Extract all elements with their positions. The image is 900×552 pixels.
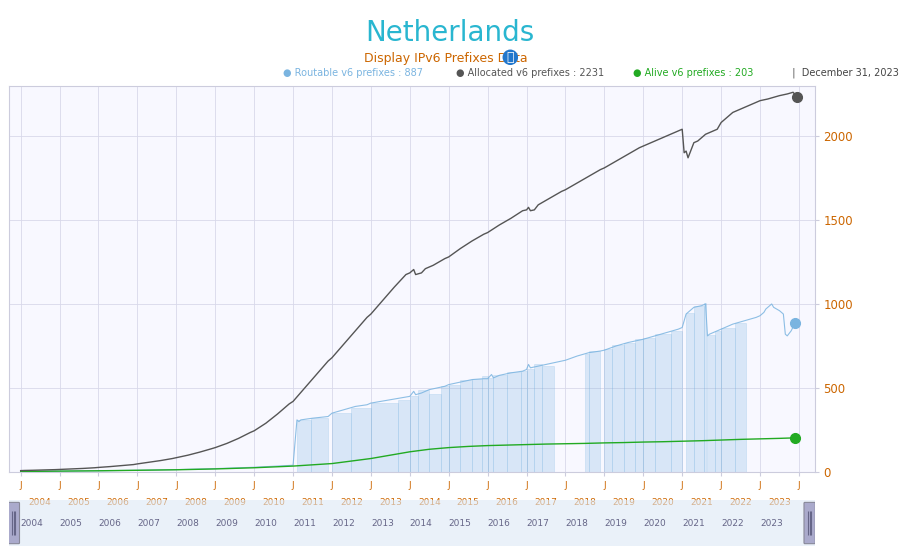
Text: 2019: 2019 [612, 498, 635, 507]
Bar [605, 349, 612, 472]
Text: 2008: 2008 [176, 518, 199, 528]
Bar [704, 303, 707, 472]
Bar [589, 351, 600, 472]
Text: 2015: 2015 [456, 498, 480, 507]
Bar [542, 366, 554, 472]
Bar [429, 394, 441, 472]
Text: 2015: 2015 [449, 518, 472, 528]
FancyBboxPatch shape [8, 502, 20, 544]
Bar [332, 413, 351, 472]
Text: 2019: 2019 [605, 518, 627, 528]
Text: |  December 31, 2023: | December 31, 2023 [787, 67, 899, 78]
Text: ● Allocated v6 prefixes : 2231: ● Allocated v6 prefixes : 2231 [456, 68, 604, 78]
Bar [644, 338, 655, 472]
Text: ⓘ: ⓘ [507, 51, 514, 64]
Text: 2016: 2016 [488, 518, 510, 528]
Bar [398, 400, 410, 472]
Text: 2021: 2021 [682, 518, 705, 528]
Bar [410, 396, 418, 472]
Text: 2016: 2016 [496, 498, 518, 507]
Text: 2018: 2018 [573, 498, 597, 507]
Bar [526, 369, 535, 472]
Bar [670, 331, 682, 472]
Text: 2020: 2020 [652, 498, 674, 507]
Bar [535, 364, 542, 472]
Text: 2023: 2023 [768, 498, 791, 507]
Bar [482, 376, 488, 472]
Bar [734, 323, 746, 472]
Bar [612, 345, 624, 472]
Bar [488, 378, 493, 472]
Text: 2014: 2014 [410, 518, 433, 528]
Text: 2009: 2009 [215, 518, 238, 528]
Text: 2009: 2009 [223, 498, 246, 507]
Bar [449, 385, 461, 472]
Text: 2012: 2012 [340, 498, 363, 507]
Text: 2022: 2022 [729, 498, 751, 507]
Text: 2021: 2021 [690, 498, 713, 507]
Text: ● Alive v6 prefixes : 203: ● Alive v6 prefixes : 203 [634, 68, 753, 78]
Text: 2013: 2013 [379, 498, 401, 507]
Text: 2008: 2008 [184, 498, 207, 507]
Bar [9, 500, 814, 546]
Text: 2010: 2010 [254, 518, 277, 528]
Bar [418, 390, 429, 472]
Text: 2011: 2011 [302, 498, 324, 507]
FancyBboxPatch shape [804, 502, 815, 544]
Text: 2022: 2022 [721, 518, 743, 528]
Bar [461, 380, 472, 472]
Text: 2006: 2006 [98, 518, 122, 528]
Bar [624, 343, 635, 472]
Text: Display IPv6 Prefixes Data: Display IPv6 Prefixes Data [364, 52, 536, 66]
Text: Netherlands: Netherlands [365, 19, 535, 47]
Bar [686, 313, 694, 472]
Text: 2007: 2007 [138, 518, 160, 528]
Text: 2017: 2017 [526, 518, 549, 528]
Bar [297, 420, 310, 472]
Bar [585, 354, 589, 472]
Bar [351, 408, 371, 472]
Text: 2007: 2007 [146, 498, 168, 507]
Bar [371, 403, 398, 472]
Bar [635, 339, 644, 472]
Bar [310, 418, 328, 472]
Text: 2006: 2006 [106, 498, 130, 507]
Text: 2010: 2010 [262, 498, 285, 507]
Text: 2012: 2012 [332, 518, 355, 528]
Bar [472, 379, 482, 472]
Text: ● Routable v6 prefixes : 887: ● Routable v6 prefixes : 887 [283, 68, 423, 78]
Text: 2004: 2004 [29, 498, 51, 507]
Text: 2023: 2023 [760, 518, 783, 528]
Bar [521, 371, 526, 472]
Text: 2011: 2011 [293, 518, 316, 528]
Bar [694, 306, 704, 472]
Text: 2005: 2005 [68, 498, 91, 507]
Text: 2018: 2018 [565, 518, 589, 528]
Bar [507, 372, 521, 472]
Text: 2017: 2017 [535, 498, 557, 507]
Bar [441, 386, 449, 472]
Bar [707, 335, 716, 472]
Bar [655, 334, 670, 472]
Text: 2020: 2020 [644, 518, 666, 528]
Bar [493, 374, 507, 472]
Text: 2014: 2014 [418, 498, 441, 507]
Bar [716, 331, 721, 472]
Text: 2013: 2013 [371, 518, 394, 528]
Text: 2004: 2004 [21, 518, 43, 528]
Text: 2005: 2005 [59, 518, 83, 528]
Bar [721, 328, 734, 472]
